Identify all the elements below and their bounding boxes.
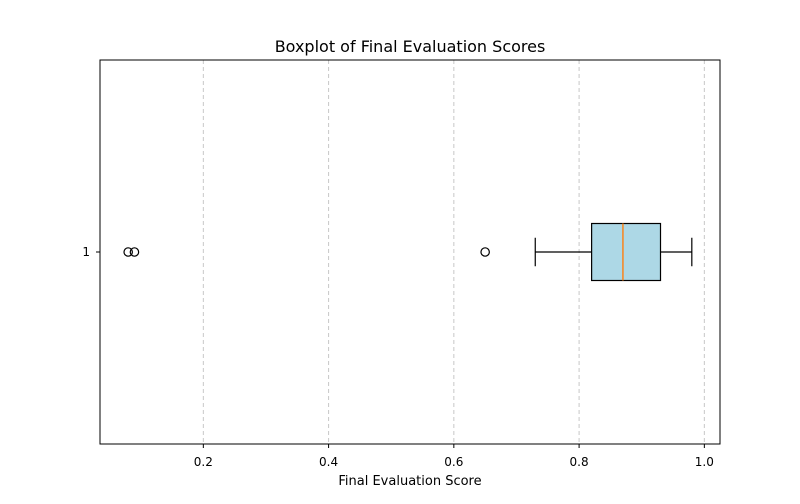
box-group [123, 222, 693, 282]
y-tick-label: 1 [82, 245, 90, 259]
outlier-point [129, 247, 140, 257]
outlier-point [480, 247, 490, 257]
x-ticks: 0.2 0.4 0.6 0.8 1.0 [194, 444, 714, 469]
x-tick-label: 0.8 [570, 455, 589, 469]
y-ticks: 1 [82, 245, 100, 259]
box-iqr [591, 222, 662, 282]
outlier-point [123, 247, 133, 257]
x-tick-label: 0.4 [319, 455, 338, 469]
x-axis-label: Final Evaluation Score [338, 474, 481, 489]
chart-title: Boxplot of Final Evaluation Scores [275, 37, 546, 56]
x-tick-label: 1.0 [695, 455, 714, 469]
x-tick-label: 0.6 [444, 455, 463, 469]
x-tick-label: 0.2 [194, 455, 213, 469]
